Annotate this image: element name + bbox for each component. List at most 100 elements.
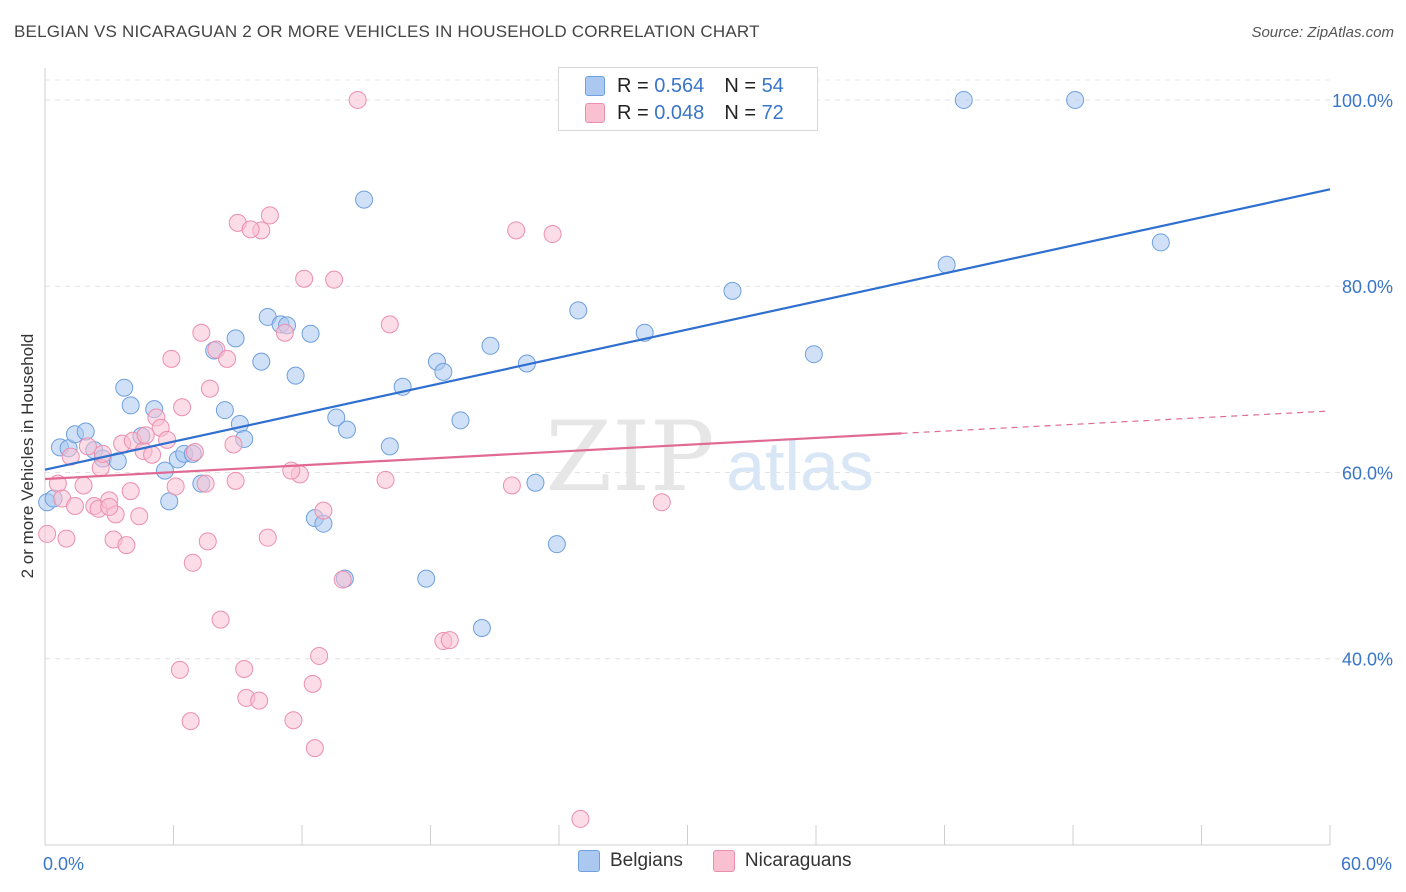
legend-item-nicaraguans[interactable]: Nicaraguans bbox=[712, 850, 852, 872]
belgian-point bbox=[1151, 233, 1170, 252]
nicaraguan-point bbox=[192, 323, 211, 342]
nicaraguan-point bbox=[181, 712, 200, 731]
nicaraguan-point bbox=[57, 529, 76, 548]
nicaraguan-point bbox=[333, 570, 352, 589]
nicaraguan-point bbox=[224, 435, 243, 454]
nicaraguan-point bbox=[218, 349, 237, 368]
nicaraguan-point bbox=[78, 437, 97, 456]
nicaraguan-point bbox=[170, 660, 189, 679]
nicaraguan-point bbox=[295, 269, 314, 288]
nicaraguan-point bbox=[260, 206, 279, 225]
nicaraguan-point bbox=[38, 524, 57, 543]
legend-swatch-belgians bbox=[585, 76, 605, 96]
belgian-point bbox=[160, 492, 179, 511]
nicaraguan-point bbox=[166, 477, 185, 496]
nicaraguan-point bbox=[100, 497, 119, 516]
nicaraguan-point bbox=[226, 471, 245, 490]
belgian-point bbox=[804, 345, 823, 364]
nicaraguan-point bbox=[121, 482, 140, 501]
nicaraguan-point bbox=[185, 442, 204, 461]
belgian-point bbox=[417, 569, 436, 588]
nicaraguan-trend-line bbox=[44, 432, 902, 481]
belgian-point bbox=[76, 422, 95, 441]
nicaraguan-point bbox=[305, 739, 324, 758]
x-tick-label: 60.0% bbox=[1341, 854, 1392, 874]
belgian-point bbox=[355, 190, 374, 209]
nicaraguan-point bbox=[65, 496, 84, 515]
belgian-point bbox=[226, 329, 245, 348]
nicaraguan-point bbox=[173, 398, 192, 417]
nicaraguan-point bbox=[130, 507, 149, 526]
chart-title: BELGIAN VS NICARAGUAN 2 OR MORE VEHICLES… bbox=[14, 22, 760, 41]
nicaraguan-point bbox=[235, 659, 254, 678]
tick-labels: 40.0% 60.0% 80.0% 100.0% 0.0% 60.0% bbox=[43, 91, 1393, 874]
r-label: R = bbox=[617, 74, 649, 97]
legend-row-belgians: R = 0.564 N = 54 bbox=[585, 73, 784, 99]
belgian-point bbox=[337, 420, 356, 439]
legend-label-belgians: Belgians bbox=[610, 850, 683, 871]
nicaraguan-point bbox=[74, 476, 93, 495]
nicaraguan-point bbox=[502, 476, 521, 495]
nicaraguan-point bbox=[250, 691, 269, 710]
belgian-point bbox=[526, 473, 545, 492]
belgian-point bbox=[1066, 90, 1085, 109]
grid-lines bbox=[45, 79, 1392, 660]
r-label: R = bbox=[617, 101, 649, 124]
axes bbox=[44, 68, 1331, 846]
belgian-point bbox=[327, 408, 346, 427]
nicaraguan-point bbox=[652, 493, 671, 512]
nicaraguan-point bbox=[211, 610, 230, 629]
belgian-point bbox=[252, 352, 271, 371]
nicaraguan-point bbox=[117, 536, 136, 555]
belgian-point bbox=[230, 415, 249, 434]
n-label: N = bbox=[724, 74, 756, 97]
belgian-point bbox=[481, 336, 500, 355]
legend-swatch-nicaraguans bbox=[712, 850, 735, 872]
nicaraguan-point bbox=[200, 379, 219, 398]
nicaraguan-point bbox=[507, 221, 526, 240]
nicaraguan-point bbox=[310, 646, 329, 665]
nicaraguan-point bbox=[543, 225, 562, 244]
belgian-point bbox=[286, 366, 305, 385]
nicaraguan-point bbox=[348, 90, 367, 109]
nicaraguan-point bbox=[196, 474, 215, 493]
nicaraguan-point bbox=[376, 470, 395, 489]
legend-swatch-belgians bbox=[578, 850, 600, 872]
nicaraguan-trend-extension bbox=[901, 410, 1331, 434]
belgian-point bbox=[155, 461, 174, 480]
belgian-point bbox=[380, 437, 399, 456]
r-value: 0.564 bbox=[654, 74, 705, 97]
belgian-point bbox=[121, 396, 140, 415]
nicaraguan-point bbox=[198, 532, 217, 551]
nicaraguan-point bbox=[143, 445, 162, 464]
belgian-point bbox=[115, 378, 134, 397]
nicaraguan-point bbox=[258, 528, 277, 547]
x-tick-label: 0.0% bbox=[43, 854, 84, 874]
belgian-point bbox=[547, 535, 566, 554]
watermark-zip: ZIP bbox=[545, 401, 714, 513]
y-tick-label: 80.0% bbox=[1342, 277, 1393, 297]
nicaraguan-point bbox=[303, 674, 322, 693]
nicaraguan-point bbox=[440, 631, 459, 650]
y-tick-label: 100.0% bbox=[1332, 91, 1393, 111]
chart-source: Source: ZipAtlas.com bbox=[1251, 24, 1394, 41]
r-value: 0.048 bbox=[654, 101, 705, 124]
nicaraguan-point bbox=[314, 501, 333, 520]
nicaraguan-point bbox=[380, 315, 399, 334]
belgian-point bbox=[434, 362, 453, 381]
belgian-trend-line bbox=[44, 188, 1331, 471]
series-legend: Belgians Nicaraguans bbox=[578, 850, 882, 872]
nicaraguan-point bbox=[284, 711, 303, 730]
legend-item-belgians[interactable]: Belgians bbox=[578, 850, 683, 872]
data-points bbox=[38, 90, 1170, 828]
watermark-atlas: atlas bbox=[726, 427, 874, 505]
belgian-point bbox=[723, 281, 742, 300]
nicaraguan-point bbox=[183, 553, 202, 572]
belgian-point bbox=[472, 619, 491, 638]
y-tick-label: 40.0% bbox=[1342, 650, 1393, 670]
nicaraguan-point bbox=[275, 323, 294, 342]
nicaraguan-point bbox=[571, 809, 590, 828]
legend-swatch-nicaraguans bbox=[585, 103, 605, 123]
nicaraguan-point bbox=[162, 349, 181, 368]
